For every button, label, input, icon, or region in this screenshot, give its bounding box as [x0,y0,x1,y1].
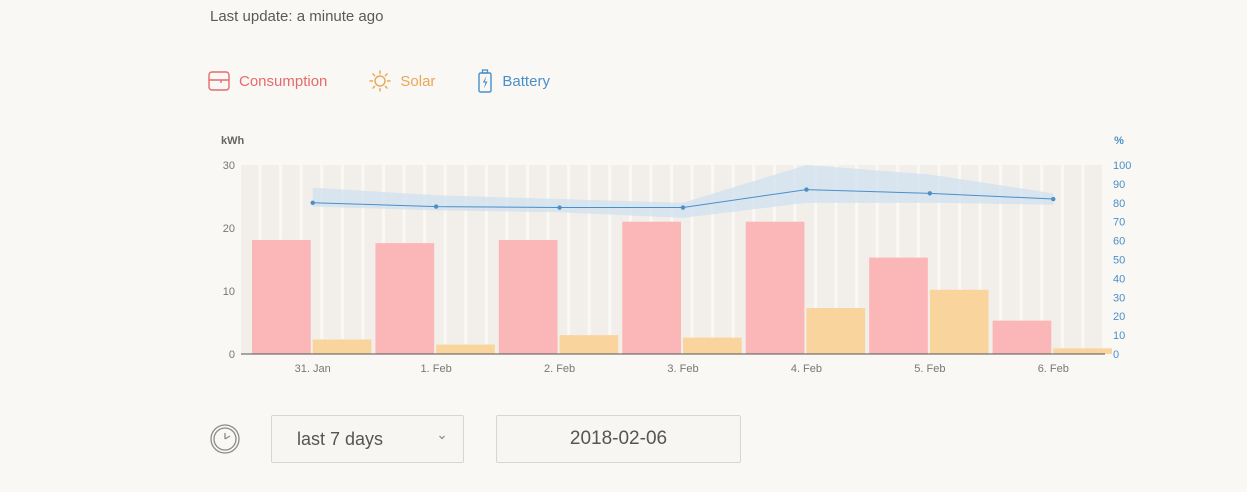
legend-consumption[interactable]: Consumption [208,71,327,91]
plot-stripe [937,165,941,354]
chart-legend: Consumption Solar Battery [208,68,592,94]
solar-bar [929,289,989,354]
plot-stripe [978,165,982,354]
consumption-bar [745,221,805,354]
solar-bar [436,344,495,354]
plot-stripe [690,165,694,354]
consumption-bar [375,243,435,354]
solar-bar [683,337,742,354]
time-range-select[interactable]: last 7 days [271,415,464,463]
battery-range-band [312,165,1054,218]
consumption-bar [992,320,1052,354]
plot-stripe [1040,165,1044,354]
x-tick-label: 31. Jan [295,363,331,375]
plot-stripe [608,165,612,354]
time-range-value: last 7 days [297,428,384,449]
chevron-down-icon [439,435,445,440]
y-left-tick-label: 10 [223,286,235,298]
y-right-tick-label: 60 [1113,236,1125,248]
battery-point [804,187,809,192]
last-update-text: Last update: a minute ago [210,8,384,25]
battery-point [927,191,933,196]
plot-stripe [855,165,859,354]
consumption-bar [498,239,558,354]
battery-point [433,204,439,209]
plot-stripe [567,165,571,354]
y-axis-left-title: kWh [221,135,245,147]
battery-point [1051,196,1056,202]
battery-point [310,200,315,205]
sun-icon [369,70,392,92]
y-right-tick-label: 30 [1113,292,1125,304]
y-right-tick-label: 50 [1113,255,1125,267]
legend-solar[interactable]: Solar [369,70,435,92]
plot-stripe [1081,165,1085,354]
battery-point [680,205,686,210]
consumption-icon [208,71,230,91]
consumption-bar [252,239,311,354]
x-tick-label: 4. Feb [791,363,822,375]
plot-stripe [814,165,817,354]
legend-consumption-label: Consumption [239,72,328,90]
plot-stripe [731,165,735,354]
battery-icon [478,69,493,93]
y-right-tick-label: 40 [1113,273,1125,285]
y-right-tick-label: 70 [1113,217,1125,229]
energy-chart: kWh % 0 10 20 30 0 10 20 30 40 50 60 70 80 90 100 31. Jan… [221,135,1131,375]
legend-solar-label: Solar [400,72,436,90]
x-tick-label: 6. Feb [1038,363,1069,375]
plot-stripe [484,165,488,354]
legend-battery[interactable]: Battery [477,69,550,93]
y-left-tick-label: 0 [229,349,235,361]
y-right-tick-label: 80 [1113,198,1125,210]
plot-stripe [711,165,715,354]
plot-stripe [443,165,447,354]
plot-stripe [1060,165,1064,354]
solar-bar [806,308,866,354]
plot-stripe [320,165,324,354]
x-tick-label: 1. Feb [421,363,452,375]
x-tick-label: 3. Feb [667,363,698,375]
plot-stripe [958,165,961,354]
x-tick-label: 5. Feb [914,363,945,375]
consumption-bar [622,221,681,354]
plot-stripe [340,165,344,354]
x-tick-label: 2. Feb [544,363,575,375]
y-right-tick-label: 20 [1113,311,1125,323]
plot-stripe [1019,165,1023,354]
plot-stripe [834,165,838,354]
solar-bar [312,339,372,354]
y-right-tick-label: 10 [1113,330,1125,342]
plot-stripe [464,165,468,354]
clock-icon [210,424,240,454]
y-right-tick-label: 0 [1113,349,1119,361]
y-left-tick-label: 30 [223,160,235,172]
y-axis-right-title: % [1114,135,1124,147]
legend-battery-label: Battery [502,72,550,90]
consumption-bar [869,257,928,354]
date-input[interactable] [496,415,741,463]
battery-point [557,205,562,210]
plot-stripe [587,165,591,354]
solar-bar [559,335,619,354]
plot-stripe [999,165,1003,354]
y-left-tick-label: 20 [223,223,235,235]
solar-bar [1053,348,1112,354]
plot-stripe [361,165,365,354]
y-right-tick-label: 100 [1113,160,1131,172]
y-right-tick-label: 90 [1113,179,1125,191]
plot-stripe [1102,165,1105,354]
